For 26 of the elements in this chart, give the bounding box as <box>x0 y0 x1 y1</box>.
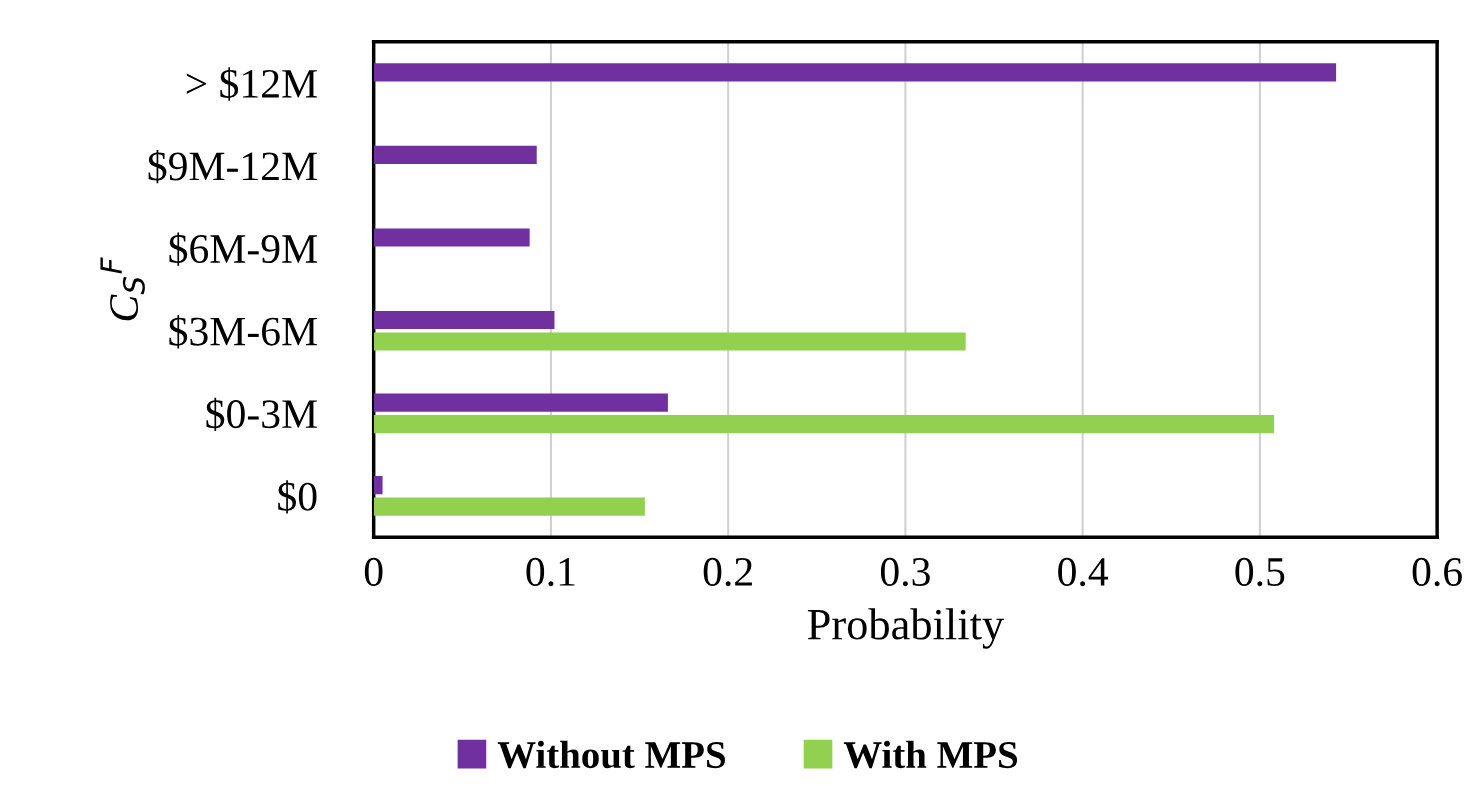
x-tick-label: 0 <box>364 557 383 586</box>
bar <box>373 310 555 330</box>
legend-label: Without MPS <box>497 740 725 769</box>
bar <box>373 63 1337 82</box>
x-tick-label: 0.3 <box>880 557 930 587</box>
bar <box>373 476 383 495</box>
bar <box>373 332 966 351</box>
bar <box>373 415 1275 434</box>
y-tick-label: $6M-9M <box>169 232 317 266</box>
y-tick-label: > $12M <box>186 67 317 101</box>
bar <box>373 228 530 247</box>
x-tick-label: 0.5 <box>1235 557 1285 587</box>
bar <box>373 393 668 412</box>
y-tick-label: $0-3M <box>206 397 317 431</box>
y-tick-label: $0 <box>278 480 317 514</box>
x-tick-label: 0.6 <box>1412 557 1462 587</box>
x-tick-label: 0.2 <box>703 557 752 587</box>
y-axis-title: C$_{S}$$^{F}$ <box>100 257 145 321</box>
legend-label: With MPS <box>843 740 1018 769</box>
x-tick-label: 0.4 <box>1058 557 1109 587</box>
y-tick-label: $9M-12M <box>148 149 317 184</box>
y-tick-label: $3M-6M <box>169 315 317 349</box>
bar <box>373 145 537 164</box>
bar <box>373 497 645 516</box>
x-tick-label: 0.1 <box>526 557 575 587</box>
x-axis-title: Probability <box>807 608 1004 649</box>
